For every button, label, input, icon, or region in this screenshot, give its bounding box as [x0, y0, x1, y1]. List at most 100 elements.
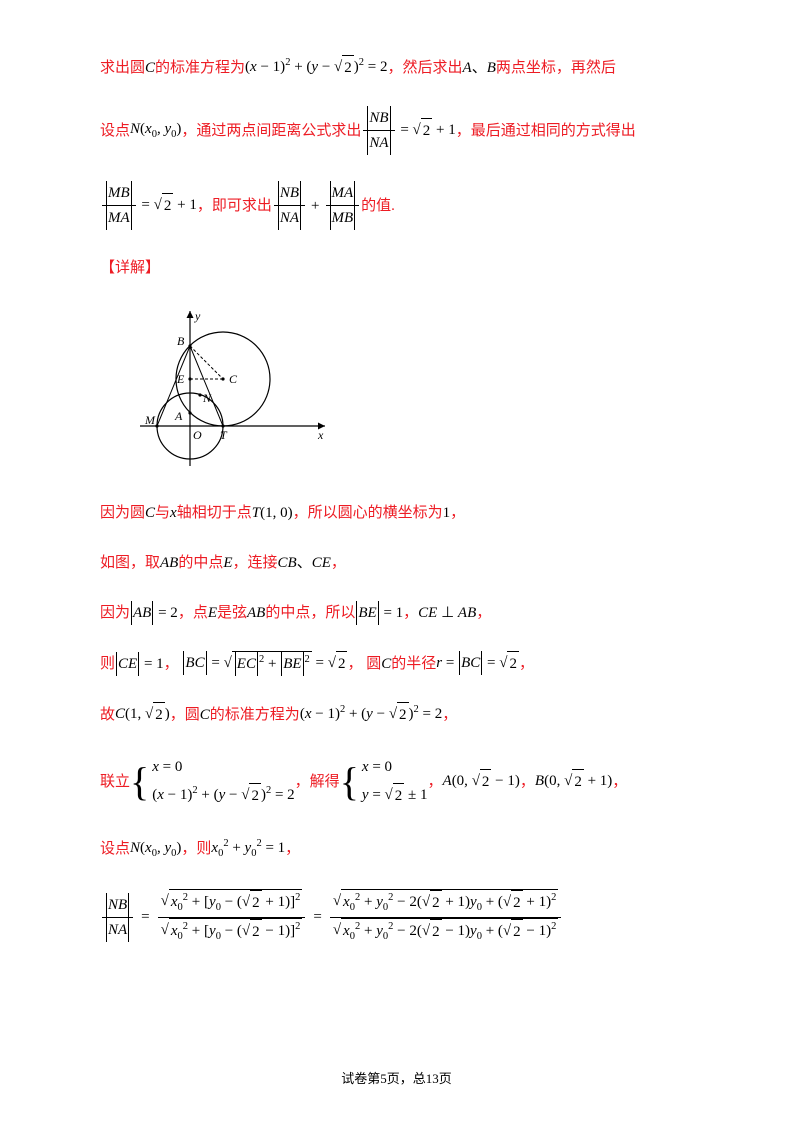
geometry-diagram: y x B E C N M A O T: [135, 306, 693, 476]
C-coord: C(1, √2): [115, 702, 170, 727]
fraction-mb-ma: MB MA: [102, 181, 136, 230]
text: ， 圆: [347, 652, 381, 676]
paragraph-10: 设点 N(x0, y0) ，则 x02 + y02 = 1 ，: [100, 836, 693, 863]
svg-text:T: T: [220, 428, 228, 442]
page-footer: 试卷第5页，总13页: [0, 1068, 793, 1087]
text: 的值.: [361, 194, 395, 218]
point-N: N(x0, y0): [130, 836, 181, 863]
dot: 、: [297, 551, 312, 575]
fraction-nb-na: NB NA: [363, 106, 394, 155]
detail-header: 【详解】: [100, 256, 693, 280]
system-2: { x = 0 y = √2 ± 1: [340, 753, 428, 810]
svg-text:y: y: [194, 309, 201, 323]
equation: (x − 1)2 + (y − √2)2 = 2: [245, 55, 387, 80]
var-CE: CE: [312, 551, 331, 575]
mid-fraction: √x02 + [y0 − (√2 + 1)]2 √x02 + [y0 − (√2…: [158, 889, 306, 946]
svg-text:A: A: [174, 409, 183, 423]
var-C: C: [145, 501, 155, 525]
text: ，: [403, 601, 418, 625]
text: 故: [100, 703, 115, 727]
var-C: C: [145, 56, 155, 80]
paragraph-1: 求出圆 C 的标准方程为 (x − 1)2 + (y − √2)2 = 2 ，然…: [100, 55, 693, 80]
text: ，: [519, 652, 534, 676]
fraction-nb-na: NB NA: [274, 181, 305, 230]
text: ，所以圆心的横坐标为: [293, 501, 443, 525]
bc-eq: BC = √EC2 + BE2 = √2: [179, 651, 348, 676]
text: ，即可求出: [197, 194, 272, 218]
text: ，: [450, 501, 465, 525]
system-1: { x = 0 (x − 1)2 + (y − √2)2 = 2: [130, 753, 295, 810]
text: ，点: [178, 601, 208, 625]
lhs-fraction: NB NA: [102, 893, 133, 942]
B-coord: B(0, √2 + 1): [535, 769, 612, 794]
text: ，则: [181, 837, 211, 861]
var-CB: CB: [278, 551, 297, 575]
eq-rhs: = √2 + 1: [397, 118, 456, 143]
text: 联立: [100, 770, 130, 794]
eq: x02 + y02 = 1: [211, 836, 285, 863]
text: 的标准方程为: [210, 703, 300, 727]
paragraph-2: 设点 N(x0, y0) ，通过两点间距离公式求出 NB NA = √2 + 1…: [100, 106, 693, 155]
text: ，最后通过相同的方式得出: [456, 119, 636, 143]
svg-text:C: C: [229, 372, 238, 386]
text: ，: [428, 770, 443, 794]
text: ，: [285, 837, 300, 861]
var-x: x: [170, 501, 177, 525]
ce-perp: CE ⊥ AB: [418, 601, 476, 625]
paragraph-8: 故 C(1, √2) ，圆 C 的标准方程为 (x − 1)2 + (y − √…: [100, 702, 693, 727]
paragraph-4: 因为圆 C 与 x 轴相切于点 T(1, 0) ，所以圆心的横坐标为 1 ，: [100, 501, 693, 525]
var-A: A: [463, 56, 472, 80]
text: ，: [612, 770, 627, 794]
text: 的中点，所以: [265, 601, 355, 625]
be-eq: BE = 1: [355, 601, 403, 625]
ab-eq: AB = 2: [130, 601, 178, 625]
text: 的半径: [391, 652, 436, 676]
var-AB: AB: [247, 601, 265, 625]
text: ，圆: [170, 703, 200, 727]
text: ，: [164, 652, 179, 676]
equals-2: =: [313, 905, 321, 929]
text: ，连接: [233, 551, 278, 575]
point-N: N(x0, y0): [130, 117, 181, 144]
paragraph-9: 联立 { x = 0 (x − 1)2 + (y − √2)2 = 2 ，解得 …: [100, 753, 693, 810]
fraction-ma-mb: MA MB: [326, 181, 360, 230]
text: 则: [100, 652, 115, 676]
var-C: C: [381, 652, 391, 676]
var-E: E: [223, 551, 232, 575]
svg-text:E: E: [176, 372, 185, 386]
svg-text:x: x: [317, 428, 324, 442]
paragraph-3: MB MA = √2 + 1 ，即可求出 NB NA + MA MB 的值.: [100, 181, 693, 230]
A-coord: A(0, √2 − 1): [443, 769, 520, 794]
text: 设点: [100, 119, 130, 143]
footer-prefix: 试卷第: [341, 1071, 380, 1086]
text: 求出圆: [100, 56, 145, 80]
paragraph-5: 如图，取 AB 的中点 E ，连接 CB 、 CE ，: [100, 551, 693, 575]
paragraph-11: NB NA = √x02 + [y0 − (√2 + 1)]2 √x02 + […: [100, 889, 693, 946]
text: 的中点: [178, 551, 223, 575]
text: 是弦: [217, 601, 247, 625]
text: 两点坐标，再然后: [496, 56, 616, 80]
text: 因为: [100, 601, 130, 625]
footer-suffix: 页: [439, 1071, 452, 1086]
ce-eq: CE = 1: [115, 652, 164, 676]
paragraph-7: 则 CE = 1 ， BC = √EC2 + BE2 = √2 ， 圆 C 的半…: [100, 651, 693, 676]
header-text: 【详解】: [100, 256, 160, 280]
text: 因为圆: [100, 501, 145, 525]
text: ，: [520, 770, 535, 794]
one: 1: [443, 501, 451, 525]
text: ，通过两点间距离公式求出: [181, 119, 361, 143]
svg-text:O: O: [193, 428, 202, 442]
var-B: B: [487, 56, 496, 80]
eq-rhs: = √2 + 1: [138, 193, 197, 218]
equals: =: [141, 905, 149, 929]
footer-mid: 页，总: [387, 1071, 426, 1086]
svg-text:N: N: [202, 391, 212, 405]
dot: 、: [472, 56, 487, 80]
text: ，然后求出: [388, 56, 463, 80]
rhs-fraction: √x02 + y02 − 2(√2 + 1)y0 + (√2 + 1)2 √x0…: [330, 889, 562, 946]
paragraph-6: 因为 AB = 2 ，点 E 是弦 AB 的中点，所以 BE = 1 ， CE …: [100, 601, 693, 625]
svg-text:B: B: [177, 334, 185, 348]
circle-eq: (x − 1)2 + (y − √2)2 = 2: [300, 702, 442, 727]
svg-text:M: M: [144, 413, 156, 427]
text: ，: [331, 551, 346, 575]
